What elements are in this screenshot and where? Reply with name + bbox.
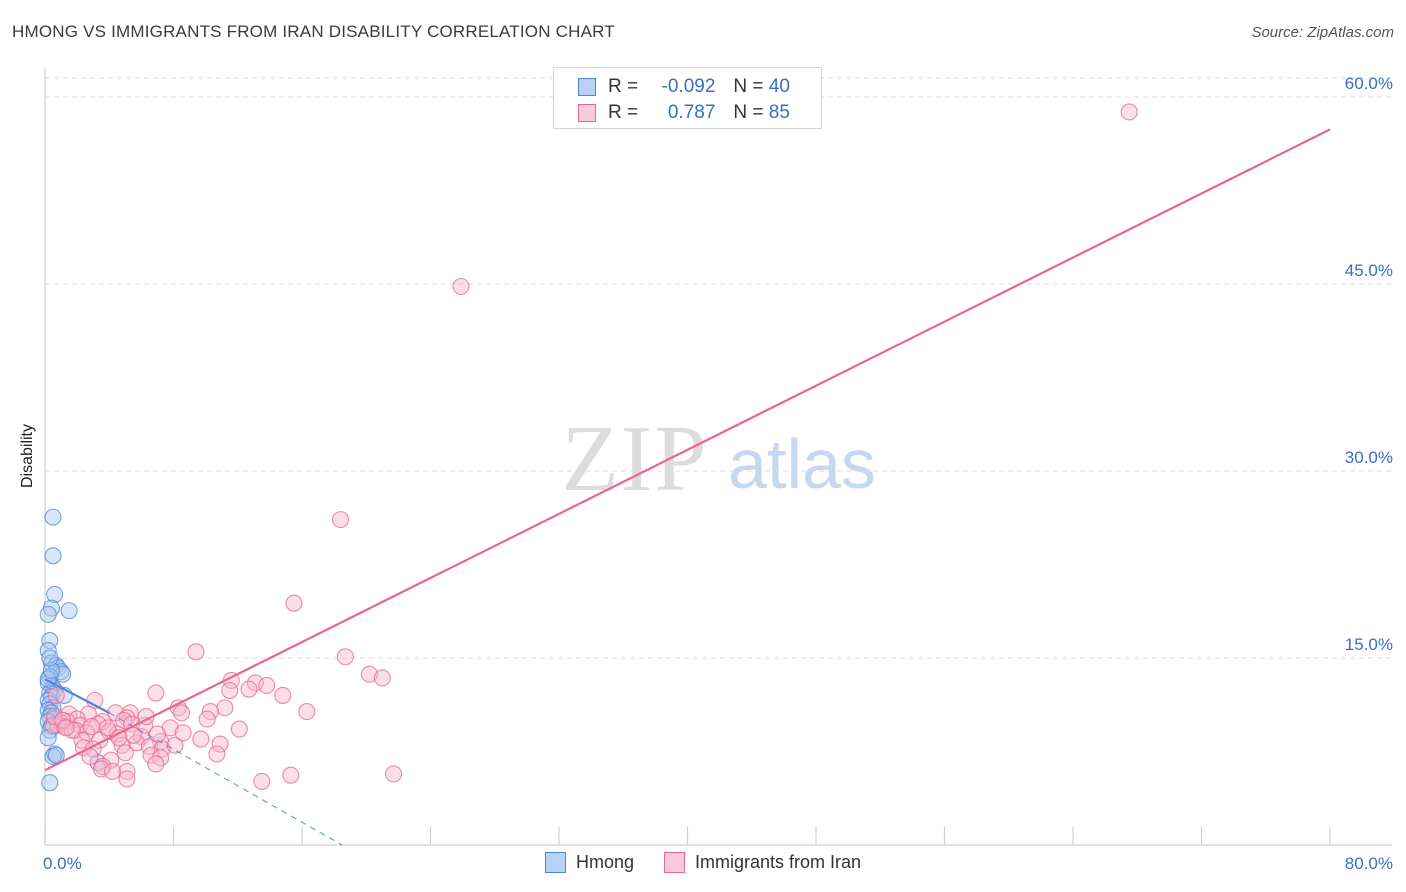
legend-item-iran[interactable]: Immigrants from Iran [664,852,861,873]
iran-point [47,686,65,704]
legend-label: Immigrants from Iran [695,852,862,872]
x-tick-label: 80.0% [1345,854,1393,873]
iran-point [116,744,134,762]
iran-point [373,669,391,687]
iran-point [336,648,354,666]
iran-point [44,716,62,734]
grid-lines [45,77,1392,659]
hmong-point [47,746,65,764]
iran-swatch [664,852,686,873]
iran-point [253,772,271,790]
iran-point [57,719,75,737]
n-value: 85 [768,102,790,123]
y-tick-label: 30.0% [1345,448,1393,467]
iran-point [331,511,350,529]
hmong-point [44,508,62,526]
series-legend: Hmong Immigrants from Iran [545,852,891,873]
r-value: 0.787 [667,102,716,123]
source-label: Source: ZipAtlas.com [1251,24,1394,41]
hmong-point [46,585,64,603]
chart-title: HMONG VS IMMIGRANTS FROM IRAN DISABILITY… [12,22,615,41]
iran-point [452,277,470,296]
hmong-point [39,605,57,623]
iran-point [115,711,133,729]
tick-labels: 15.0% 30.0% 45.0% 60.0% 0.0% 80.0% [43,74,1393,873]
iran-point [385,765,403,783]
hmong-point [44,547,62,565]
iran-point [172,704,191,722]
r-value: -0.092 [661,76,716,97]
iran-point [148,725,166,743]
legend-label: Hmong [576,852,635,872]
x-tick-label: 0.0% [43,854,82,873]
hmong-trend-line [44,678,110,714]
iran-point [1120,103,1138,121]
hmong-point [60,602,78,620]
iran-point [198,710,216,728]
r-label: R = [608,102,639,123]
iran-trend-line [44,128,1331,772]
iran-point [118,770,136,788]
hmong-point [42,661,60,680]
hmong-swatch [545,852,566,873]
hmong-trend-extension [108,712,343,846]
iran-point [92,760,110,778]
iran-point [142,746,160,764]
watermark-zip: ZIP [562,407,709,511]
iran-point [211,735,229,753]
iran-point [187,643,205,661]
iran-point [282,766,300,784]
iran-point [208,745,226,763]
y-tick-label: 60.0% [1345,74,1393,93]
iran-point [360,665,379,683]
iran-point [147,755,165,773]
iran-point [246,674,264,692]
hmong-swatch [578,78,596,96]
n-value: 40 [768,76,790,97]
iran-point [298,703,316,721]
stats-row-hmong: R = -0.092 N = 40 [578,74,790,100]
hmong-point [41,649,59,667]
iran-point [221,681,239,699]
iran-point [192,730,210,748]
hmong-point [41,774,59,792]
iran-point [240,680,258,698]
iran-point [94,757,112,776]
iran-point [83,718,101,736]
data-points [39,103,1138,792]
iran-point [285,594,303,612]
iran-point [147,684,165,702]
iran-point [46,708,64,726]
y-tick-label: 45.0% [1345,261,1393,280]
watermark-atlas: atlas [728,425,876,503]
iran-point [258,676,276,694]
n-label: N = [733,76,764,97]
legend-item-hmong[interactable]: Hmong [545,852,634,873]
r-label: R = [608,76,639,97]
axes [44,68,1392,846]
iran-point [230,720,248,738]
iran-swatch [578,104,596,122]
iran-point [216,699,234,717]
trend-lines [44,128,1331,846]
stats-legend: R = -0.092 N = 40 R = 0.787 N = 85 [553,67,822,129]
iran-point [174,724,192,742]
iran-point [140,737,158,756]
iran-point [274,686,292,704]
stats-row-iran: R = 0.787 N = 85 [578,100,790,126]
y-tick-label: 15.0% [1345,635,1393,654]
n-label: N = [733,102,764,123]
iran-point [103,762,122,780]
